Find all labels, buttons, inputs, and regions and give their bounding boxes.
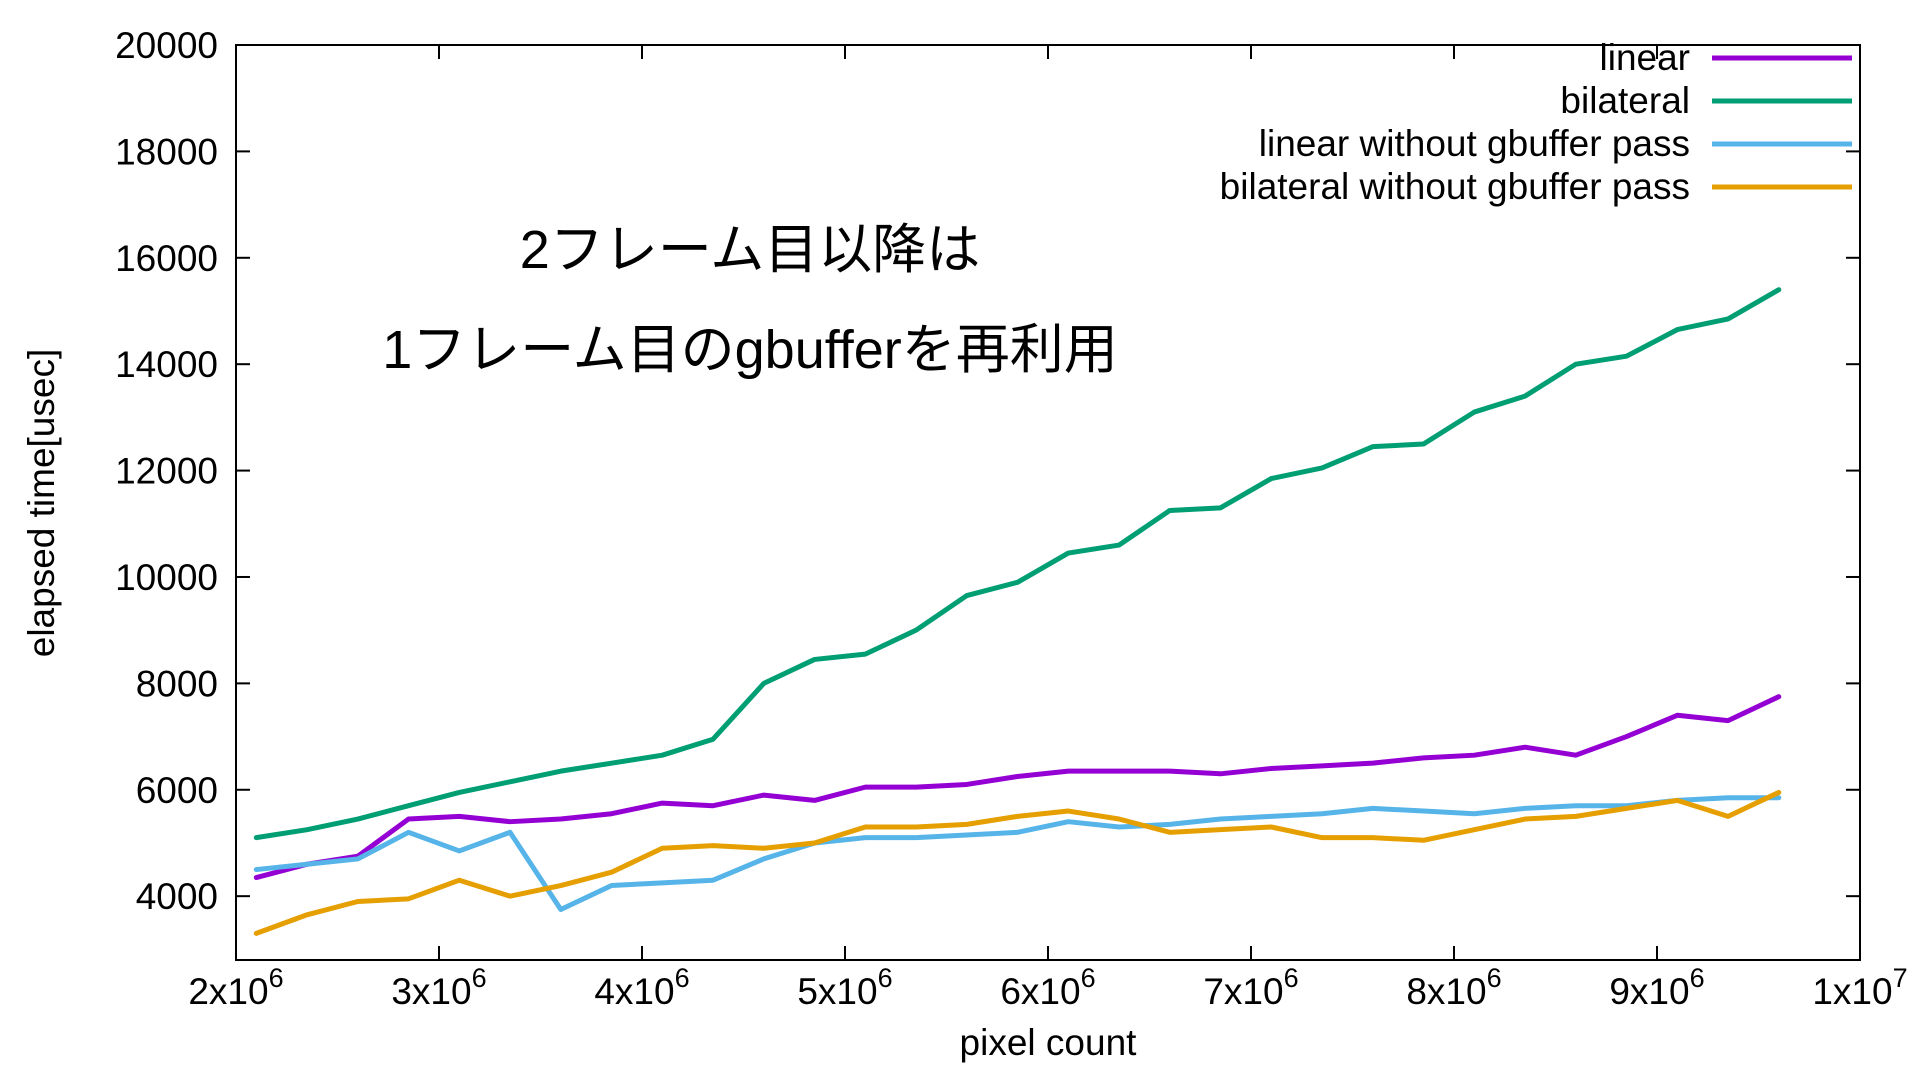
x-tick-label: 1x107	[1812, 963, 1907, 1012]
legend-label: linear without gbuffer pass	[1259, 123, 1690, 164]
series-line-1	[253, 694, 1782, 881]
legend-label: bilateral	[1560, 80, 1690, 121]
x-tick-label: 8x106	[1406, 963, 1501, 1012]
y-tick-label: 18000	[115, 131, 218, 172]
annotation: 2フレーム目以降は 1フレーム目のgbufferを再利用	[290, 200, 1210, 400]
y-tick-label: 12000	[115, 451, 218, 492]
x-tick-label: 7x106	[1203, 963, 1298, 1012]
series-line-2	[253, 287, 1782, 841]
series-line-3	[253, 795, 1782, 912]
x-tick-label: 2x106	[188, 963, 283, 1012]
y-tick-label: 8000	[136, 663, 218, 704]
x-tick-label: 6x106	[1000, 963, 1095, 1012]
x-tick-label: 9x106	[1609, 963, 1704, 1012]
x-tick-label: 5x106	[797, 963, 892, 1012]
x-tick-label: 3x106	[391, 963, 486, 1012]
x-axis-title: pixel count	[959, 1022, 1137, 1063]
annotation-line-2: 1フレーム目のgbufferを再利用	[382, 320, 1118, 380]
y-tick-label: 10000	[115, 557, 218, 598]
y-tick-label: 6000	[136, 770, 218, 811]
y-axis-title: elapsed time[usec]	[21, 348, 62, 658]
series-line-4	[253, 789, 1782, 936]
y-tick-label: 14000	[115, 344, 218, 385]
x-tick-label: 4x106	[594, 963, 689, 1012]
y-tick-label: 20000	[115, 25, 218, 66]
annotation-line-1: 2フレーム目以降は	[519, 220, 981, 280]
y-tick-label: 4000	[136, 876, 218, 917]
legend-label: linear	[1600, 37, 1691, 78]
legend-label: bilateral without gbuffer pass	[1220, 166, 1690, 207]
y-tick-label: 16000	[115, 238, 218, 279]
